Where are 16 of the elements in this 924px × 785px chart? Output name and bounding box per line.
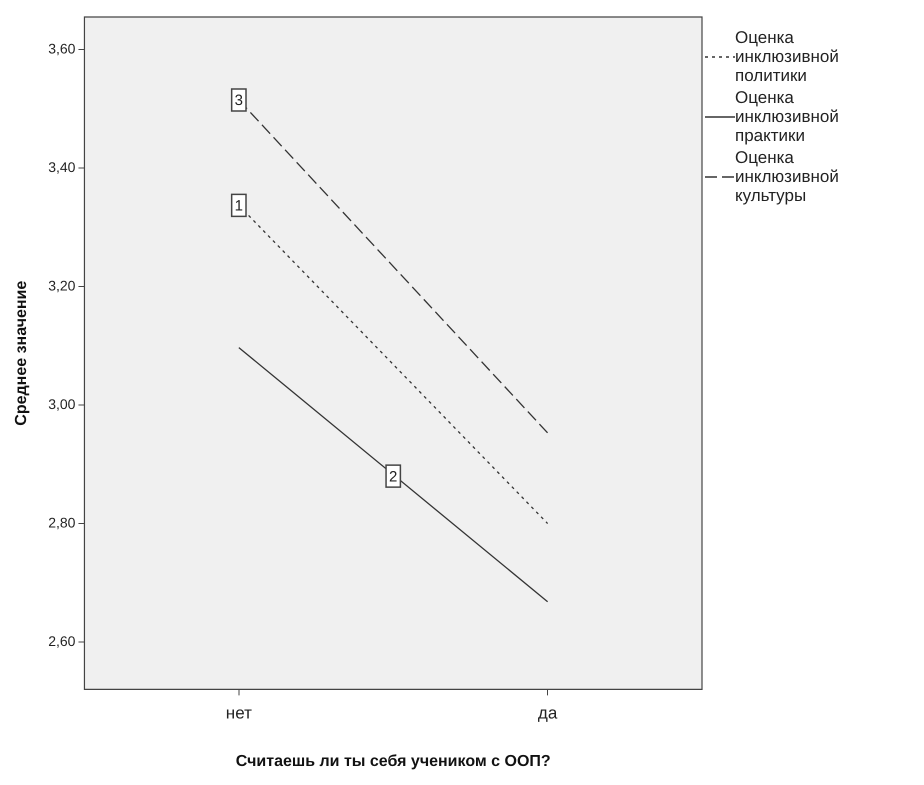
legend-label: Оценка инклюзивной практики — [735, 88, 839, 145]
annotation: 3 — [234, 92, 244, 110]
y-axis-title: Среднее значение — [13, 280, 30, 426]
legend-label: Оценка инклюзивной политики — [735, 28, 839, 85]
y-tick-label: 3,00 — [48, 396, 76, 412]
annotation: 2 — [389, 468, 398, 486]
annotation: 1 — [234, 198, 244, 215]
y-tick-label: 2,80 — [48, 514, 76, 530]
y-tick-label: 3,60 — [48, 40, 76, 56]
y-tick-label: 2,60 — [48, 632, 76, 649]
x-tick-label: нет — [226, 703, 252, 722]
y-tick-label: 3,20 — [48, 277, 76, 294]
y-tick-label: 3,40 — [48, 158, 76, 175]
legend-label: Оценка инклюзивной культуры — [735, 148, 839, 205]
x-axis-title: Считаешь ли ты себя учеником с ООП? — [236, 752, 551, 770]
x-tick-label: да — [538, 703, 558, 722]
